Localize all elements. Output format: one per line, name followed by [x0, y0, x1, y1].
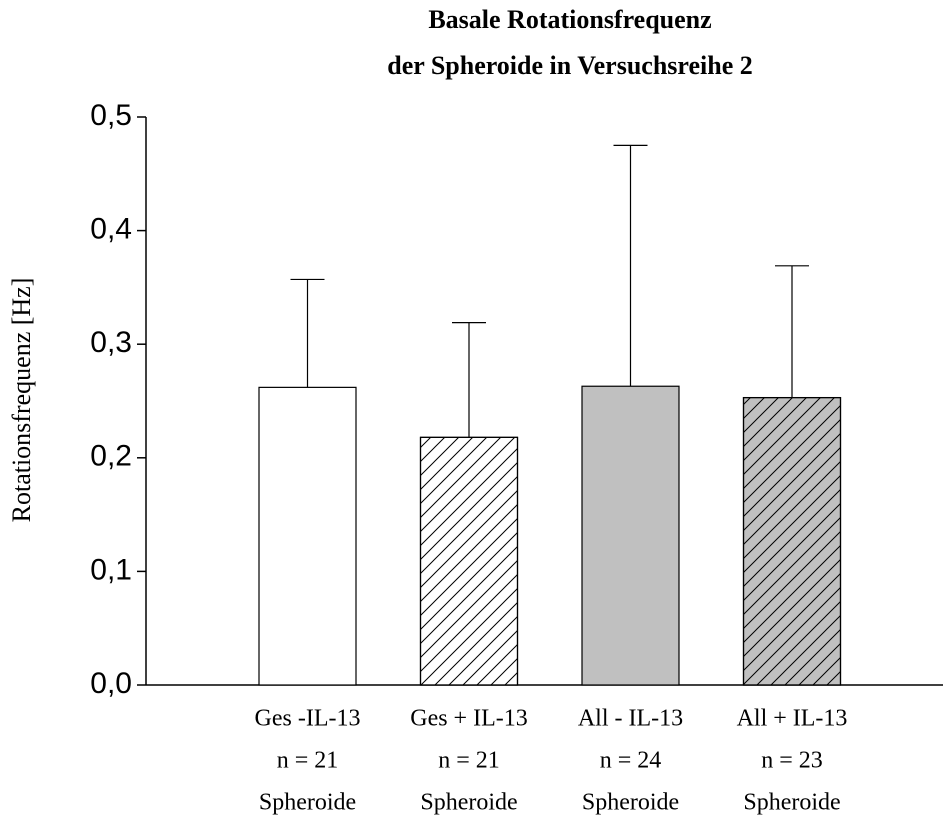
x-tick-label: n = 21 [277, 748, 339, 774]
y-tick-label: 0,2 [90, 440, 132, 473]
x-tick-label: Ges -IL-13 [255, 706, 361, 732]
x-tick-label: Ges + IL-13 [410, 706, 528, 732]
bar [258, 386, 357, 686]
chart-title: Basale Rotationsfrequenz [428, 5, 711, 34]
y-tick-label: 0,5 [90, 99, 132, 132]
x-tick-label: n = 24 [600, 748, 662, 774]
bar-hatch [419, 436, 519, 686]
x-tick-label: n = 23 [761, 748, 823, 774]
y-tick-label: 0,0 [90, 667, 132, 700]
y-axis-label: Rotationsfrequenz [Hz] [7, 278, 36, 523]
x-tick-label: Spheroide [420, 790, 517, 816]
x-tick-label: n = 21 [438, 748, 500, 774]
bar [581, 385, 680, 686]
y-tick-label: 0,4 [90, 213, 132, 246]
y-tick-label: 0,1 [90, 553, 132, 586]
chart-title: der Spheroide in Versuchsreihe 2 [387, 51, 753, 80]
y-tick-label: 0,3 [90, 326, 132, 359]
x-tick-label: Spheroide [259, 790, 356, 816]
bar-hatch [742, 396, 842, 686]
x-tick-label: All - IL-13 [578, 706, 683, 732]
x-tick-label: All + IL-13 [737, 706, 848, 732]
x-tick-label: Spheroide [743, 790, 840, 816]
x-tick-label: Spheroide [582, 790, 679, 816]
